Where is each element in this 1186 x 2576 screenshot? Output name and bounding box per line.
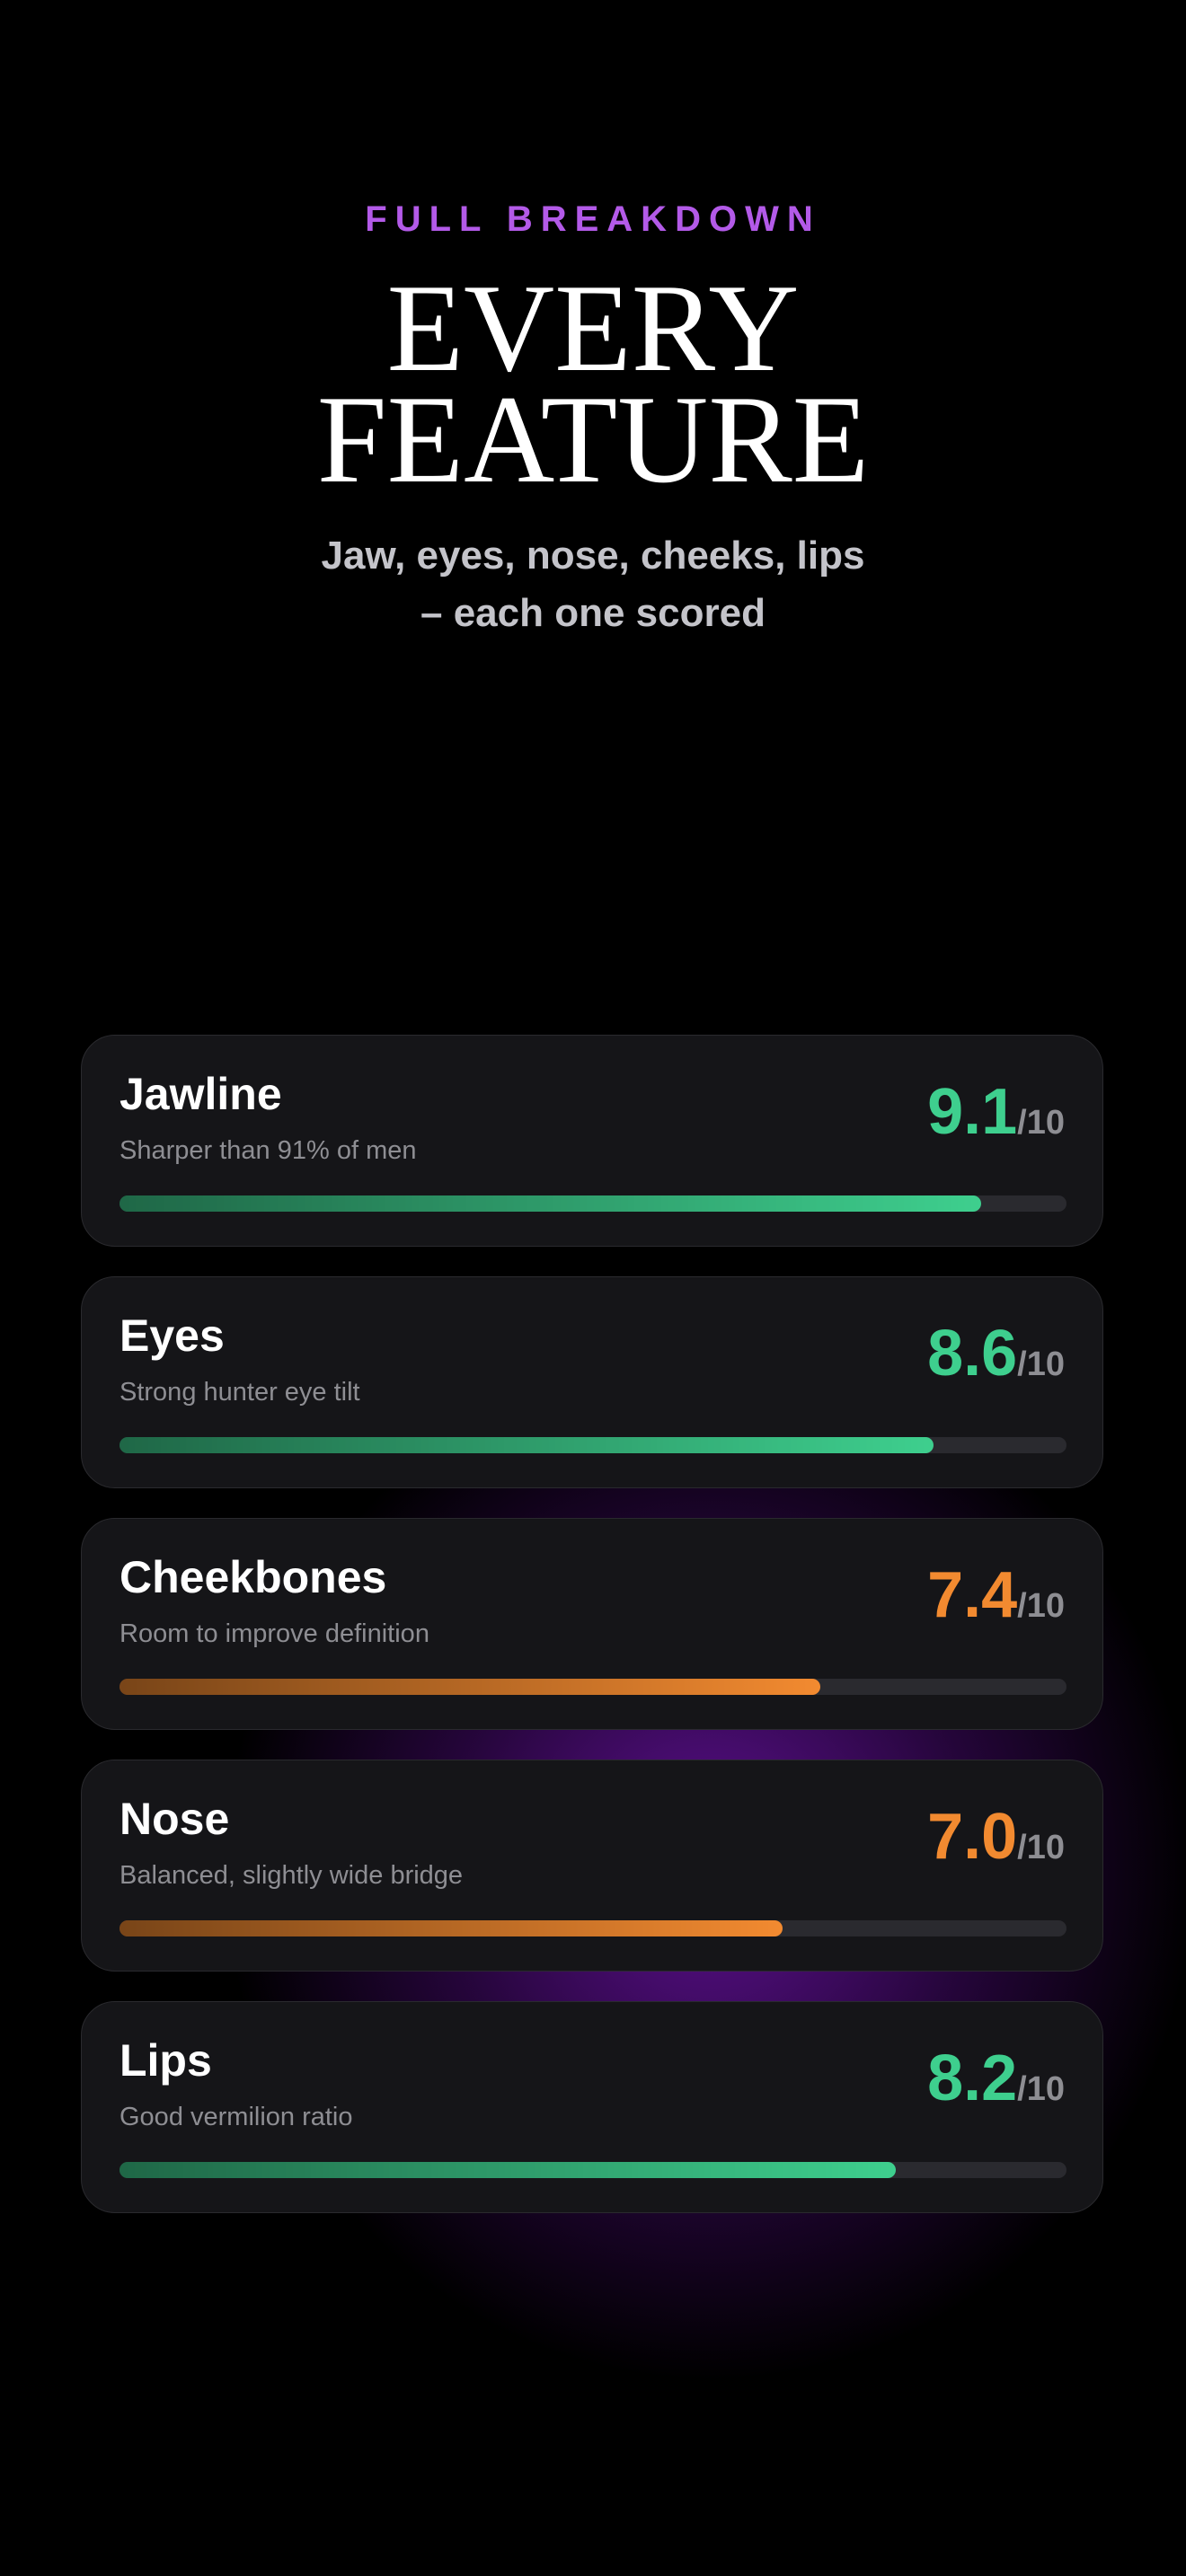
score-bar (119, 1679, 820, 1695)
title-line: FEATURE (316, 370, 870, 509)
score-track (119, 2162, 1067, 2178)
score-bar (119, 1920, 783, 1936)
feature-description: Good vermilion ratio (119, 2103, 353, 2131)
feature-name: Cheekbones (119, 1552, 387, 1602)
feature-name: Lips (119, 2035, 212, 2086)
eyebrow: FULL BREAKDOWN (365, 199, 821, 239)
score-bar (119, 1195, 982, 1212)
feature-card: Jawline Sharper than 91% of men 9.1/10 (81, 1035, 1103, 1247)
score-value: 8.6 (927, 1318, 1018, 1389)
feature-card: Cheekbones Room to improve definition 7.4/… (81, 1518, 1103, 1730)
score-scale: /10 (1017, 1104, 1065, 1142)
score-scale: /10 (1017, 1345, 1065, 1383)
score-bar (119, 2162, 897, 2178)
score-scale: /10 (1017, 1587, 1065, 1625)
feature-description: Strong hunter eye tilt (119, 1378, 360, 1407)
score-group: 9.1/10 (927, 1075, 1065, 1149)
score-group: 8.2/10 (927, 2042, 1065, 2115)
score-track (119, 1679, 1067, 1695)
score-group: 8.6/10 (927, 1317, 1065, 1390)
score-value: 7.0 (927, 1801, 1018, 1873)
score-bar (119, 1437, 934, 1453)
score-scale: /10 (1017, 2070, 1065, 2108)
score-value: 9.1 (927, 1076, 1018, 1148)
title-line: EVERY (386, 259, 800, 398)
score-group: 7.4/10 (927, 1558, 1065, 1632)
feature-description: Balanced, slightly wide bridge (119, 1861, 464, 1890)
feature-name: Jawline (119, 1069, 282, 1119)
score-track (119, 1437, 1067, 1453)
feature-description: Room to improve definition (119, 1619, 429, 1648)
feature-card: Lips Good vermilion ratio 8.2/10 (81, 2001, 1103, 2213)
score-track (119, 1920, 1067, 1936)
feature-name: Nose (119, 1794, 230, 1844)
score-group: 7.0/10 (927, 1800, 1065, 1874)
score-value: 8.2 (927, 2042, 1018, 2114)
score-track (119, 1195, 1067, 1212)
feature-name: Eyes (119, 1310, 225, 1361)
feature-card: Eyes Strong hunter eye tilt 8.6/10 (81, 1276, 1103, 1488)
feature-description: Sharper than 91% of men (119, 1136, 417, 1165)
score-value: 7.4 (927, 1559, 1018, 1631)
score-scale: /10 (1017, 1829, 1065, 1866)
feature-card: Nose Balanced, slightly wide bridge 7.0/10 (81, 1760, 1103, 1972)
subtitle-line: – each one scored (420, 591, 766, 635)
subtitle-line: Jaw, eyes, nose, cheeks, lips (321, 534, 865, 578)
